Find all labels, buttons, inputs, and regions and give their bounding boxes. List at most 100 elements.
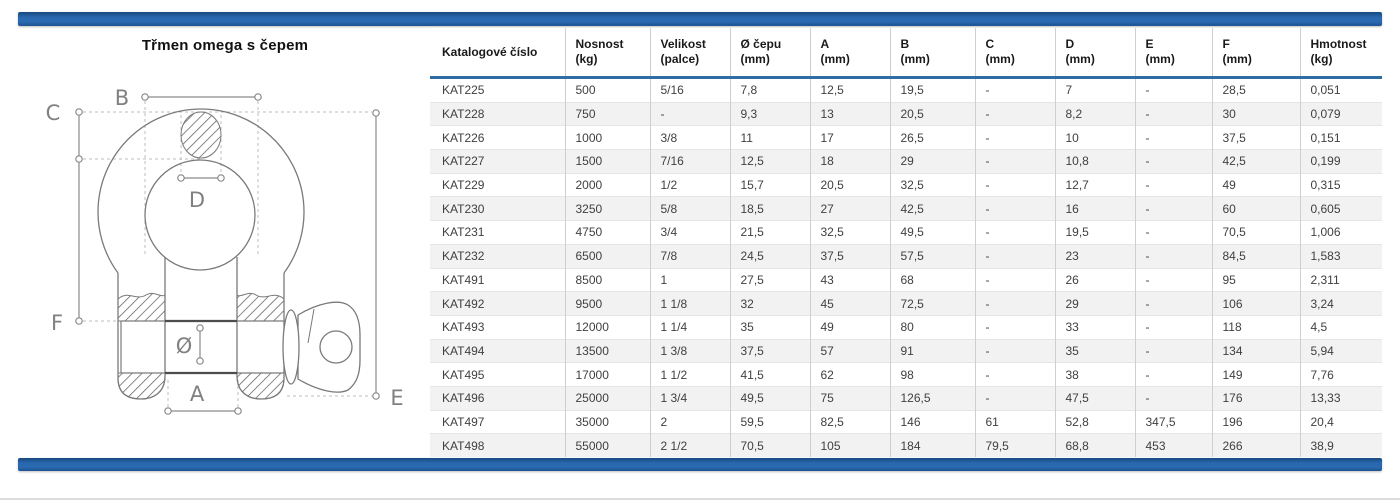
table-cell: 17000 [564, 362, 650, 387]
dim-label-e: E [390, 386, 403, 410]
table-cell: 70,5 [729, 433, 810, 457]
table-cell: 18,5 [729, 196, 810, 221]
table-cell: KAT231 [430, 220, 565, 245]
table-header-row: Katalogové číslo Nosnost (kg) Velikost (palc… [430, 28, 1382, 79]
table-cell: KAT230 [430, 196, 565, 221]
table-cell: 2 [649, 409, 730, 434]
table-row: KAT494 13500 1 3/8 37,5 57 91-35-134 5,94 [430, 338, 1382, 363]
table-row: KAT226 1000 3/8 11 17 26,5-10-37,5 0,151 [430, 125, 1382, 150]
table-cell: 20,5 [809, 172, 890, 197]
table-cell: 62 [809, 362, 890, 387]
table-cell: 12,5 [809, 77, 890, 103]
table-cell: 43 [809, 267, 890, 292]
table-cell: 134 [1211, 338, 1300, 363]
table-cell: 70,5 [1211, 220, 1300, 245]
table-cell: 75 [809, 385, 890, 411]
table-row: KAT496 25000 1 3/4 49,5 75 126,5-47,5-176 13,3… [430, 385, 1382, 411]
table-cell: - [974, 314, 1055, 340]
table-cell: - [974, 77, 1055, 103]
table-cell: KAT492 [430, 291, 565, 316]
table-row: KAT227 1500 7/16 12,5 18 29-10,8-42,5 0,199 [430, 149, 1382, 174]
table-cell: 98 [889, 362, 975, 387]
table-cell: 5/16 [649, 77, 730, 103]
table-cell: 18 [809, 149, 890, 174]
table-cell: KAT495 [430, 362, 565, 387]
column-header: D (mm) [1054, 28, 1135, 79]
table-cell: - [974, 149, 1055, 174]
table-cell: 7,76 [1299, 362, 1382, 387]
table-cell: 1 1/2 [649, 362, 730, 387]
table-cell: KAT494 [430, 338, 565, 363]
column-header: A (mm) [809, 28, 890, 79]
diagram-title: Třmen omega s čepem [141, 37, 309, 54]
table-cell: 8500 [564, 267, 650, 292]
table-row: KAT229 2000 1/2 15,7 20,5 32,5-12,7-49 0,315 [430, 172, 1382, 197]
table-cell: 0,605 [1299, 196, 1382, 221]
table-cell: 42,5 [1211, 149, 1300, 174]
table-cell: - [974, 267, 1055, 292]
table-cell: 20,5 [889, 101, 975, 126]
table-cell: - [974, 220, 1055, 245]
table-cell: 49,5 [889, 220, 975, 245]
table-cell: 24,5 [729, 243, 810, 268]
table-cell: - [1134, 338, 1212, 363]
table-cell: 82,5 [809, 409, 890, 434]
spec-table: Katalogové číslo Nosnost (kg) Velikost (palc… [430, 28, 1382, 457]
table-cell: 49,5 [729, 385, 810, 411]
pin-head-hole [319, 330, 353, 364]
shackle-diagram: B C D F Ø A E [46, 86, 404, 415]
table-cell: 118 [1211, 314, 1300, 340]
column-header: E (mm) [1134, 28, 1212, 79]
table-cell: 41,5 [729, 362, 810, 387]
table-cell: 33 [1054, 314, 1135, 340]
table-cell: 80 [889, 314, 975, 340]
table-cell: 1/2 [649, 172, 730, 197]
table-cell: 0,199 [1299, 149, 1382, 174]
table-cell: 2000 [564, 172, 650, 197]
table-cell: 5/8 [649, 196, 730, 221]
table-cell: KAT227 [430, 149, 565, 174]
table-cell: - [974, 172, 1055, 197]
table-cell: - [1134, 196, 1212, 221]
table-cell: 32,5 [889, 172, 975, 197]
table-cell: 12000 [564, 314, 650, 340]
table-cell: 60 [1211, 196, 1300, 221]
column-header: Nosnost (kg) [564, 28, 650, 79]
table-cell: KAT232 [430, 243, 565, 268]
column-header: B (mm) [889, 28, 975, 79]
table-cell: - [1134, 101, 1212, 126]
column-header: Velikost (palce) [649, 28, 730, 79]
pin-collar [282, 309, 300, 385]
table-cell: - [1134, 362, 1212, 387]
dimension-labels: B C D F Ø A E [46, 86, 404, 410]
table-cell: - [974, 362, 1055, 387]
table-cell: KAT229 [430, 172, 565, 197]
table-cell: 49 [1211, 172, 1300, 197]
table-cell: 57 [809, 338, 890, 363]
table-cell: 29 [889, 149, 975, 174]
column-header: Katalogové číslo [430, 28, 565, 79]
table-cell: - [974, 243, 1055, 268]
table-row: KAT230 3250 5/8 18,5 27 42,5-16-60 0,605 [430, 196, 1382, 221]
table-cell: - [1134, 267, 1212, 292]
table-cell: KAT496 [430, 385, 565, 411]
table-cell: 500 [564, 77, 650, 103]
table-cell: 0,315 [1299, 172, 1382, 197]
table-cell: 5,94 [1299, 338, 1382, 363]
table-cell: 72,5 [889, 291, 975, 316]
table-cell: - [1134, 291, 1212, 316]
table-cell: 1500 [564, 149, 650, 174]
table-cell: 453 [1134, 433, 1212, 457]
dim-label-d: D [189, 188, 205, 212]
table-cell: 27 [809, 196, 890, 221]
table-cell: 15,7 [729, 172, 810, 197]
table-cell: 1 [649, 267, 730, 292]
table-cell: KAT493 [430, 314, 565, 340]
table-cell: 26 [1054, 267, 1135, 292]
table-cell: 10 [1054, 125, 1135, 150]
table-cell: 7/16 [649, 149, 730, 174]
table-cell: 2 1/2 [649, 433, 730, 457]
table-cell: - [974, 101, 1055, 126]
table-cell: 49 [809, 314, 890, 340]
